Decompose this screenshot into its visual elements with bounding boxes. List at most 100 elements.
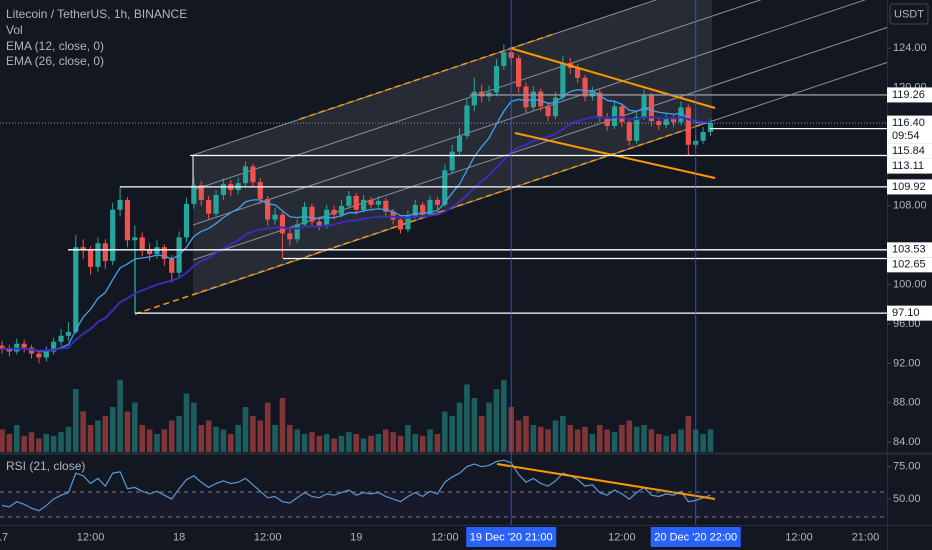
legend-volume: Vol (6, 23, 23, 37)
candle-body (619, 106, 625, 123)
volume-bar (685, 416, 692, 452)
candle-body (656, 121, 662, 126)
y-tick-label: 124.00 (893, 42, 927, 54)
volume-bar (567, 425, 574, 452)
volume-bar (427, 429, 433, 452)
candle-body (397, 219, 404, 230)
y-tick-label: 84.00 (893, 436, 921, 448)
volume-bar (235, 425, 241, 452)
volume-bar (227, 434, 234, 452)
rsi-line (1, 459, 711, 512)
candle-body (301, 206, 308, 225)
axes: USDT 84.0088.0092.0096.00100.00108.00120… (0, 3, 932, 547)
candle-body (331, 209, 337, 215)
volume-bar (353, 434, 360, 452)
volume-bar (486, 402, 492, 452)
level-label: 116.40 (892, 117, 925, 129)
candle-body (139, 237, 145, 250)
volume-bar (191, 402, 197, 452)
volume-bar (611, 432, 618, 452)
volume-bar (545, 429, 551, 452)
candle-body (21, 343, 27, 348)
candle-body (198, 185, 204, 200)
volume-bar (412, 434, 419, 452)
rsi-trend-line (496, 463, 716, 500)
candle-body (634, 117, 640, 141)
volume-bar (146, 429, 153, 452)
volume-bar (530, 425, 537, 452)
volume-bar (346, 432, 352, 452)
volume-bar (279, 398, 286, 452)
volume-bar (493, 389, 500, 452)
candle-body (434, 199, 441, 205)
candle-body (161, 247, 167, 259)
candle-body (560, 63, 566, 98)
volume-bar (670, 434, 677, 452)
level-label-box (887, 158, 932, 174)
trend-line (509, 47, 716, 109)
candle-body (43, 351, 49, 358)
volume-bar (331, 438, 337, 452)
volume-bar (707, 429, 714, 452)
volume-bar (338, 435, 345, 452)
channel-line (192, 0, 762, 191)
volume-bar (316, 435, 323, 452)
volume-bar (0, 429, 5, 452)
volume-bar (382, 429, 389, 452)
volume-bar (205, 420, 212, 452)
volume-bar (523, 416, 529, 452)
level-label-box (887, 257, 932, 273)
candle-body (604, 117, 610, 127)
candle-body (183, 203, 190, 238)
candle-body (670, 119, 677, 123)
candle-body (73, 247, 79, 332)
candle-body (272, 214, 278, 220)
volume-bar (257, 420, 264, 452)
level-label: 102.65 (892, 259, 926, 271)
candle-body (58, 335, 64, 342)
volume-bar (132, 402, 138, 452)
candle-body (641, 95, 647, 118)
volume-bar (375, 434, 382, 452)
legend: Litecoin / TetherUS, 1h, BINANCE Vol EMA… (6, 7, 187, 473)
y-tick-label: 100.00 (893, 278, 927, 290)
candle-body (338, 205, 345, 215)
candle-body (707, 123, 714, 132)
volume-bar (168, 420, 175, 452)
volume-bar (198, 425, 205, 452)
candle-body (80, 247, 86, 251)
level-label: 119.26 (892, 89, 925, 101)
ema-line (2, 116, 711, 352)
candle-body (265, 198, 271, 220)
volume-bar (117, 380, 123, 452)
candle-body (516, 58, 522, 87)
candle-body (479, 91, 485, 97)
volume-bar (574, 429, 581, 452)
channel-line (192, 27, 888, 261)
candle-body (538, 91, 544, 107)
volume-bar (294, 429, 300, 452)
candle-body (117, 199, 123, 210)
level-label: 97.10 (892, 307, 920, 319)
level-label: 115.84 (892, 145, 925, 157)
candle-body (685, 107, 691, 145)
volume-bar (213, 426, 219, 452)
volume-bar (161, 429, 168, 452)
volume-bar (456, 402, 463, 452)
candle-body (700, 131, 706, 141)
volume-bar (73, 389, 79, 452)
volume-bar (560, 416, 566, 452)
volume-bar (65, 426, 72, 452)
x-tick-label: 12:00 (785, 531, 813, 543)
volume-bar (183, 393, 190, 452)
candle-body (552, 97, 559, 117)
candle-body (442, 170, 448, 205)
level-label-box (887, 143, 932, 159)
volume-bar (700, 434, 706, 452)
candle-body (250, 166, 256, 183)
candle-body (242, 166, 249, 184)
volume-bar (154, 434, 160, 452)
volume-bar (43, 434, 50, 452)
volume-bar (390, 432, 396, 452)
